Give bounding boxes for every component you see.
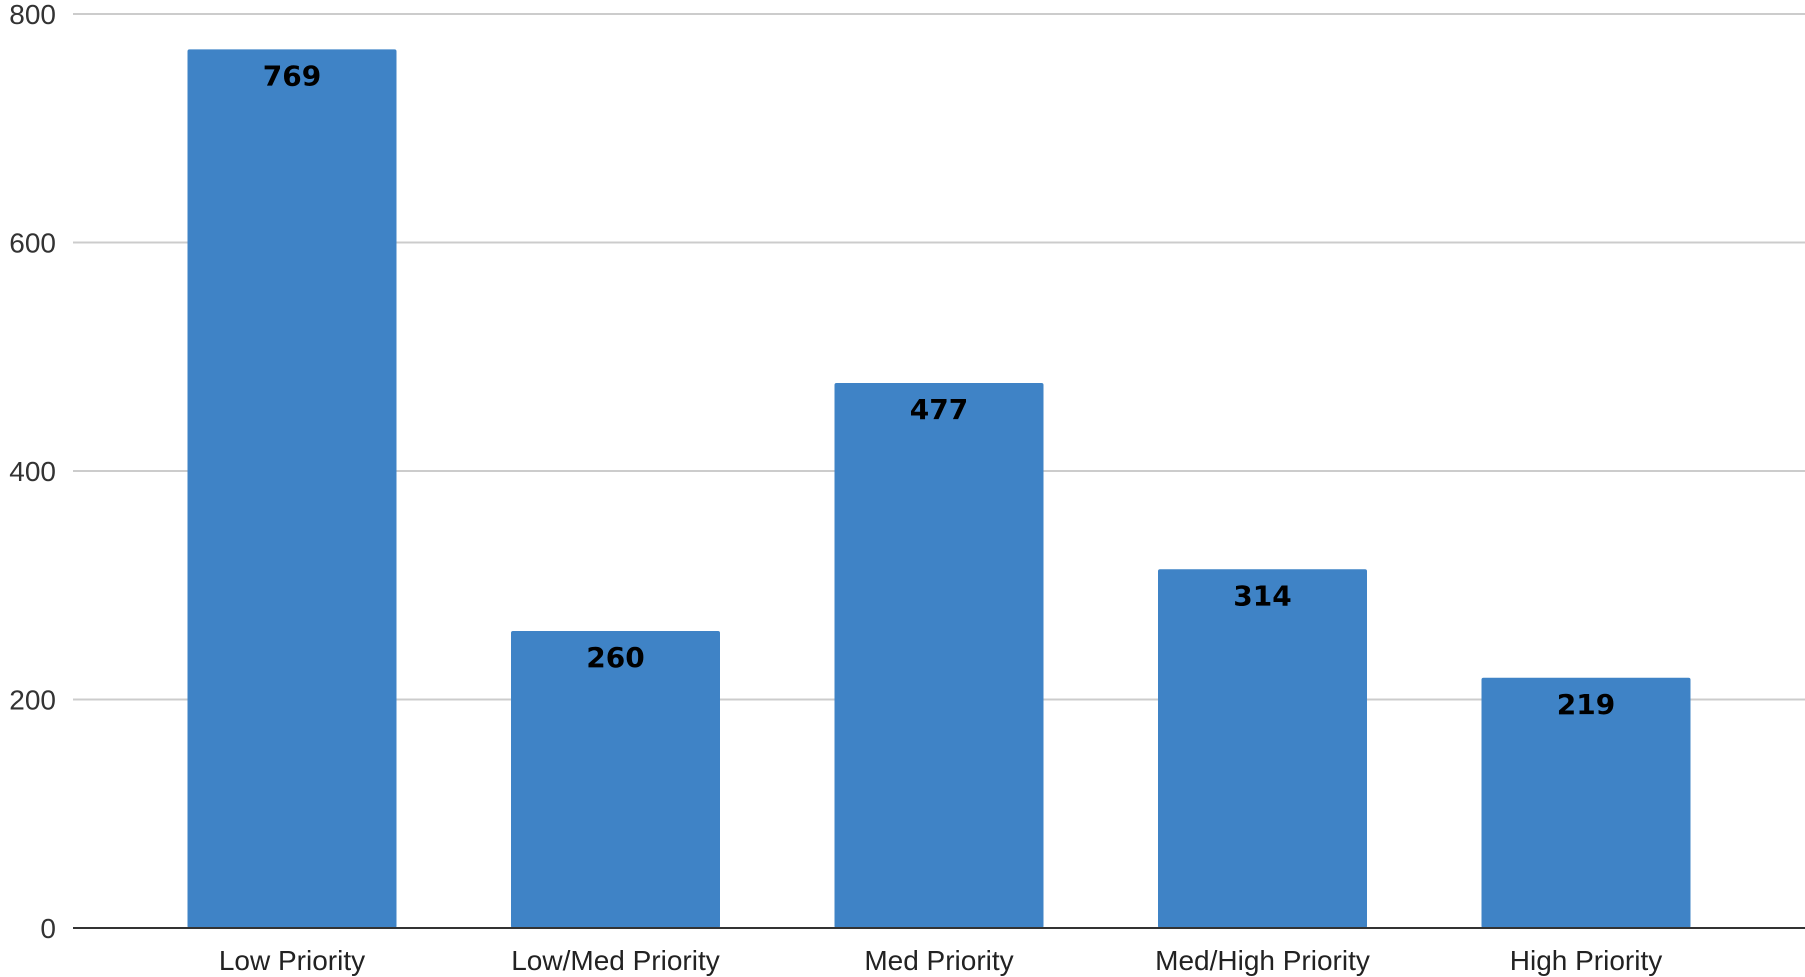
bar-3 [834,383,1044,929]
x-category-label: High Priority [1510,945,1662,976]
x-category-label: Low/Med Priority [511,945,720,976]
bar-5 [1481,677,1691,928]
bar-1 [187,49,397,929]
y-tick-label: 200 [9,685,56,716]
data-label: 477 [910,393,968,426]
x-category-label: Med Priority [864,945,1013,976]
y-tick-label: 400 [9,456,56,487]
y-tick-label: 0 [40,913,56,944]
data-label: 219 [1557,688,1615,721]
data-label: 260 [586,641,644,674]
x-category-label: Low Priority [219,945,365,976]
labels: 0 200 400 600 800 769 Low Priority 260 Low/Med P… [9,0,1662,976]
y-tick-label: 800 [9,0,56,30]
x-category-label: Med/High Priority [1155,945,1370,976]
y-tick-label: 600 [9,228,56,259]
data-label: 769 [263,59,321,92]
bars [187,49,1691,929]
bar-4 [1158,569,1367,928]
bar-2 [511,630,720,928]
data-label: 314 [1233,579,1291,612]
